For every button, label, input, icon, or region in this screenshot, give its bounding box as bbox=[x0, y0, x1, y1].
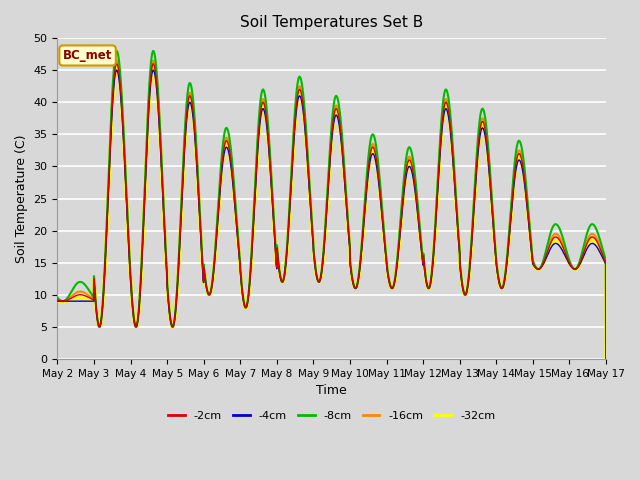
Text: BC_met: BC_met bbox=[63, 49, 112, 62]
Title: Soil Temperatures Set B: Soil Temperatures Set B bbox=[240, 15, 423, 30]
X-axis label: Time: Time bbox=[316, 384, 347, 397]
Legend: -2cm, -4cm, -8cm, -16cm, -32cm: -2cm, -4cm, -8cm, -16cm, -32cm bbox=[164, 406, 500, 425]
Y-axis label: Soil Temperature (C): Soil Temperature (C) bbox=[15, 134, 28, 263]
